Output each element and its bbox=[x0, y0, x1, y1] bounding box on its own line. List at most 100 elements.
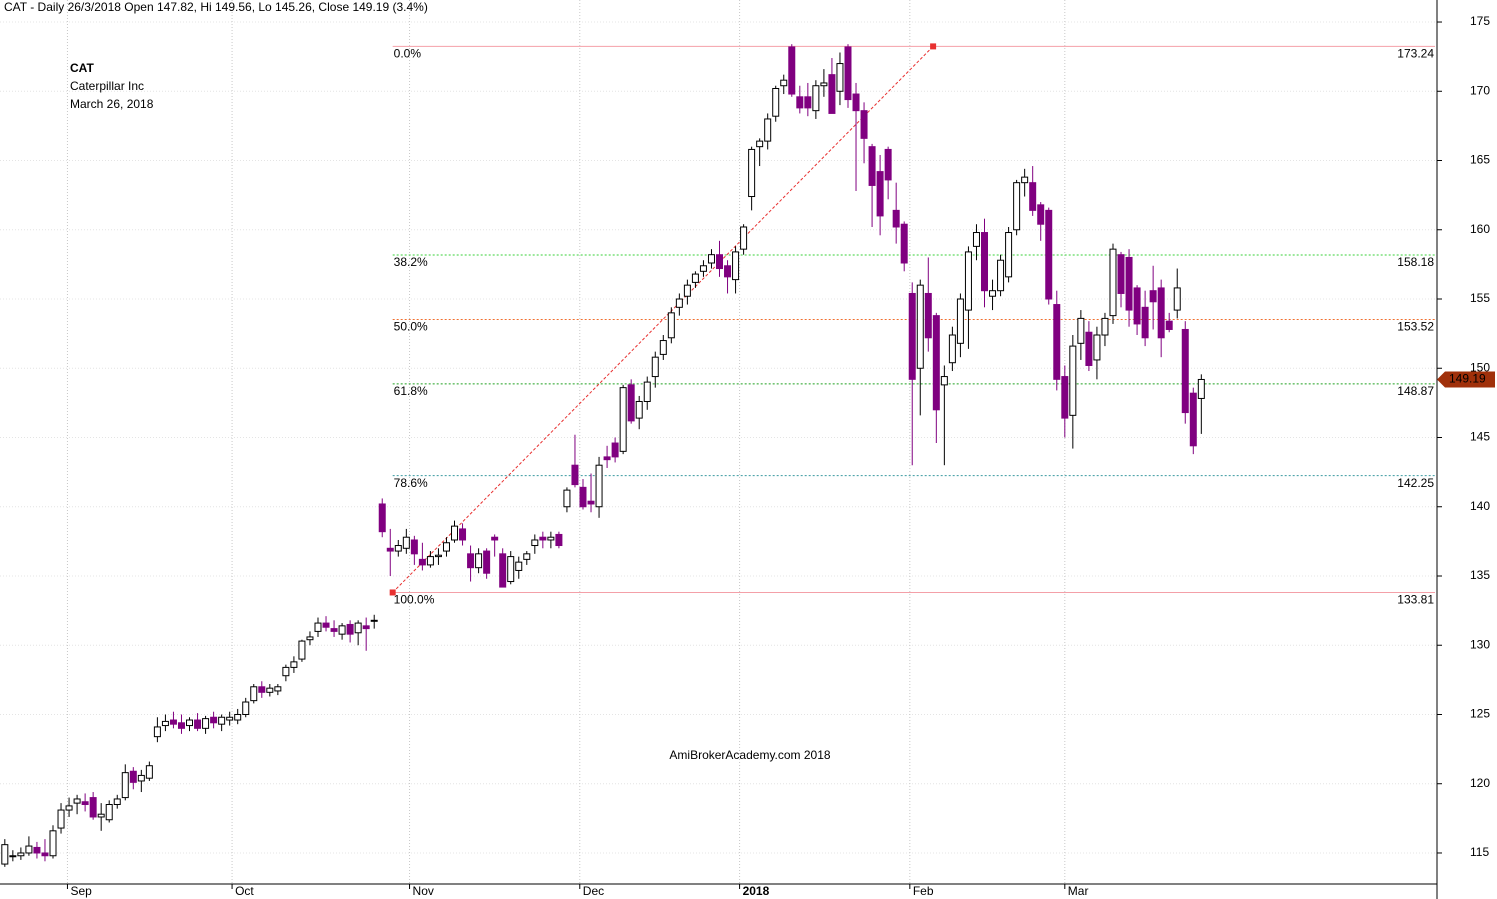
candle-body bbox=[1197, 378, 1205, 399]
candle-body bbox=[202, 718, 210, 729]
candle-body bbox=[707, 254, 715, 264]
candle-body bbox=[338, 625, 346, 635]
candle-body bbox=[804, 96, 812, 109]
x-tick-label: Oct bbox=[235, 884, 254, 898]
candle-body bbox=[1109, 248, 1117, 317]
annotation: Caterpillar Inc bbox=[70, 79, 144, 93]
candle-body bbox=[81, 801, 89, 806]
candle-body bbox=[836, 63, 844, 92]
candle-body bbox=[772, 87, 780, 117]
candle-body bbox=[1045, 209, 1053, 300]
x-tick-label: 2018 bbox=[743, 884, 770, 898]
fib-label: 50.0% bbox=[394, 320, 428, 334]
candle-body bbox=[884, 148, 892, 181]
candle-body bbox=[282, 666, 290, 677]
candle-body bbox=[595, 464, 603, 508]
candle-body bbox=[1133, 287, 1141, 325]
candle-body bbox=[683, 284, 691, 297]
price-tag bbox=[1437, 371, 1495, 388]
fib-value: 142.25 bbox=[1397, 476, 1434, 490]
candle-body bbox=[121, 772, 129, 799]
candle-body bbox=[651, 356, 659, 378]
candle-body bbox=[266, 687, 274, 693]
candle-body bbox=[587, 500, 595, 505]
candle-body bbox=[491, 536, 499, 541]
candle-body bbox=[563, 489, 571, 508]
candle-body bbox=[507, 556, 515, 583]
y-tick-label: 125 bbox=[1470, 707, 1490, 721]
y-tick-label: 130 bbox=[1470, 637, 1490, 651]
x-tick-label: Feb bbox=[913, 884, 934, 898]
candle-body bbox=[1, 844, 9, 865]
candle-body bbox=[812, 85, 820, 112]
candle-body bbox=[1101, 317, 1109, 336]
candle-body bbox=[33, 846, 41, 854]
candle-body bbox=[539, 536, 547, 541]
candle-body bbox=[386, 547, 394, 552]
trend-point bbox=[930, 43, 937, 50]
fib-label: 38.2% bbox=[394, 255, 428, 269]
candle-body bbox=[780, 79, 788, 87]
candle-body bbox=[892, 209, 900, 228]
fib-label: 78.6% bbox=[394, 476, 428, 490]
candle-body bbox=[290, 661, 298, 668]
candle-body bbox=[876, 171, 884, 217]
candle-body bbox=[828, 74, 836, 114]
chart-header: CAT - Daily 26/3/2018 Open 147.82, Hi 14… bbox=[4, 0, 428, 14]
candle-body bbox=[1061, 376, 1069, 419]
candle-body bbox=[740, 226, 748, 250]
candle-body bbox=[1093, 334, 1101, 361]
candle-body bbox=[699, 265, 707, 272]
candle-body bbox=[1029, 182, 1037, 211]
y-tick-label: 115 bbox=[1470, 845, 1489, 859]
candle-body bbox=[161, 720, 169, 727]
candle-body bbox=[226, 716, 234, 721]
candle-body bbox=[924, 292, 932, 339]
x-tick-label: Mar bbox=[1068, 884, 1089, 898]
candle-body bbox=[844, 46, 852, 101]
candle-body bbox=[716, 254, 724, 270]
candle-body bbox=[362, 625, 370, 630]
candle-body bbox=[9, 855, 17, 858]
x-tick-label: Sep bbox=[70, 884, 92, 898]
candle-body bbox=[499, 553, 507, 588]
candle-body bbox=[418, 558, 426, 566]
candle-body bbox=[177, 722, 185, 729]
candle-body bbox=[764, 118, 772, 142]
candle-body bbox=[410, 539, 418, 555]
candle-body bbox=[258, 686, 266, 693]
candle-body bbox=[732, 251, 740, 281]
candle-body bbox=[57, 809, 65, 829]
fib-value: 158.18 bbox=[1397, 255, 1434, 269]
candle-body bbox=[475, 553, 483, 569]
candle-body bbox=[105, 804, 113, 821]
candle-body bbox=[97, 813, 105, 818]
candle-body bbox=[956, 298, 964, 344]
candle-body bbox=[1149, 290, 1157, 303]
candle-body bbox=[25, 845, 33, 854]
candle-body bbox=[1141, 306, 1149, 339]
candle-body bbox=[579, 486, 587, 508]
candle-body bbox=[756, 140, 764, 148]
candle-body bbox=[402, 536, 410, 549]
candle-body bbox=[73, 798, 81, 804]
candle-body bbox=[619, 387, 627, 452]
candle-body bbox=[932, 315, 940, 411]
trend-point bbox=[389, 589, 396, 596]
fib-value: 173.24 bbox=[1397, 47, 1434, 61]
candle-body bbox=[948, 334, 956, 364]
candle-body bbox=[322, 622, 330, 628]
price-tag-label: 149.19 bbox=[1449, 372, 1486, 386]
fib-label: 61.8% bbox=[394, 384, 428, 398]
candle-body bbox=[643, 381, 651, 402]
y-tick-label: 135 bbox=[1470, 568, 1490, 582]
candle-body bbox=[394, 545, 402, 552]
candle-body bbox=[989, 290, 997, 297]
candle-body bbox=[796, 96, 804, 109]
candle-body bbox=[1037, 204, 1045, 225]
candle-body bbox=[691, 273, 699, 283]
candle-body bbox=[900, 223, 908, 264]
candle-body bbox=[611, 442, 619, 458]
candle-body bbox=[981, 232, 989, 292]
candle-body bbox=[531, 539, 539, 547]
